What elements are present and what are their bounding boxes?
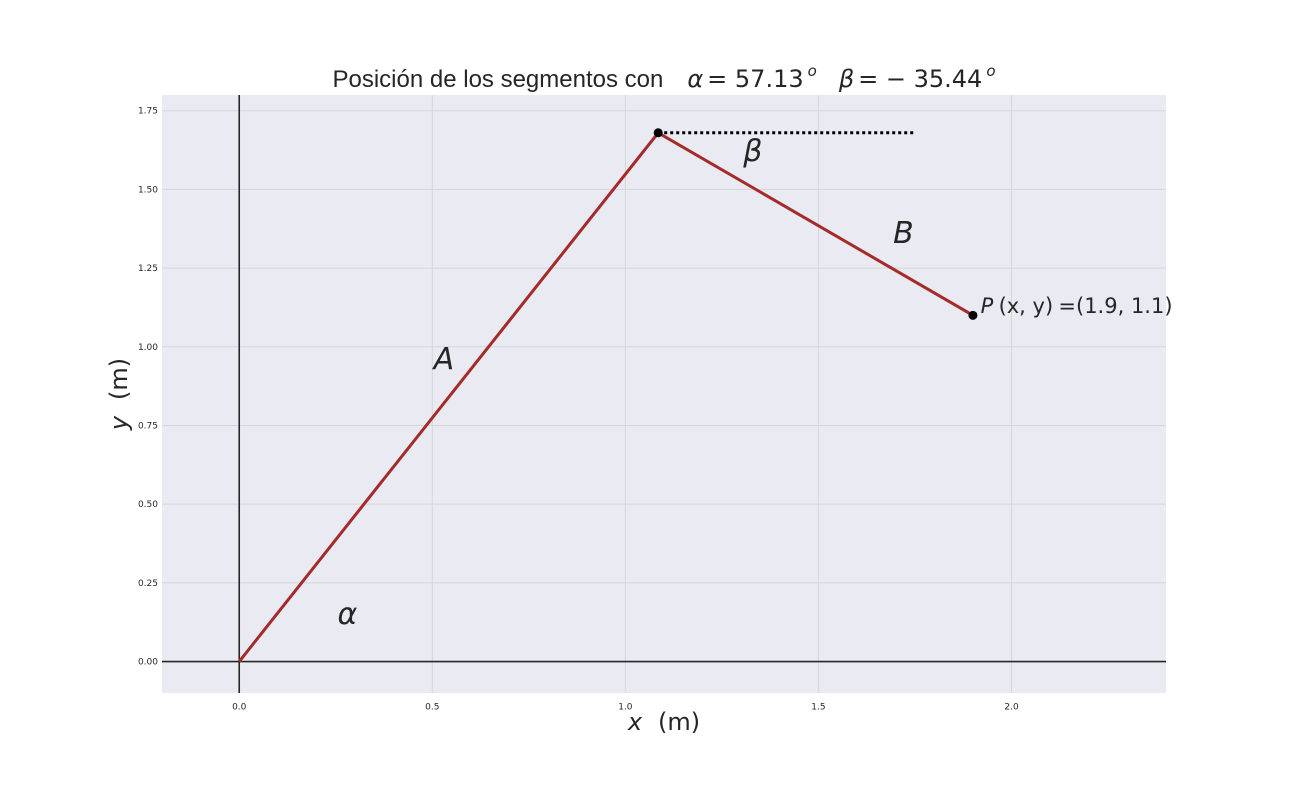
- annotation-A: A: [432, 342, 455, 377]
- x-tick-label: 1.0: [618, 703, 633, 713]
- title-beta-value: = − 35.44: [858, 65, 982, 93]
- x-tick-label: 1.5: [811, 703, 825, 713]
- y-axis-label-var: y: [105, 415, 133, 431]
- title-alpha-symbol: α: [687, 65, 703, 93]
- annotation-β: β: [742, 134, 762, 169]
- y-tick-label: 0.25: [138, 579, 158, 589]
- annotation-B: B: [893, 216, 914, 251]
- y-tick-label: 0.00: [138, 658, 158, 668]
- title-beta-symbol: β: [838, 65, 854, 93]
- x-tick-label: 0.0: [232, 703, 247, 713]
- x-tick-labels: 0.0 0.5 1.0 1.5 2.0: [232, 703, 1019, 713]
- y-axis-label-unit: (m): [105, 358, 133, 400]
- y-tick-label: 1.50: [138, 185, 158, 195]
- chart-title: Posición de los segmentos con α = 57.13 …: [332, 62, 995, 93]
- annotation-α: α: [337, 597, 357, 632]
- title-beta-degree: o: [986, 62, 995, 80]
- plot-background: [162, 95, 1166, 693]
- x-axis-label-unit: (m): [658, 708, 700, 736]
- title-alpha-value: = 57.13: [707, 65, 803, 93]
- x-axis-label-var: x: [627, 708, 643, 736]
- joints-layer: [653, 128, 978, 320]
- y-axis-label: y (m): [105, 358, 133, 431]
- y-tick-label: 1.00: [138, 343, 158, 353]
- joint-point-0: [653, 128, 663, 138]
- x-tick-label: 0.5: [425, 703, 439, 713]
- y-tick-label: 1.25: [138, 264, 158, 274]
- annotations: A Bα β: [337, 134, 913, 632]
- point-label-value: =(1.9, 1.1): [1058, 294, 1172, 318]
- x-axis-label: x (m): [627, 708, 700, 736]
- joint-point-1: [968, 310, 978, 320]
- title-alpha-degree: o: [808, 62, 817, 80]
- y-tick-label: 0.50: [138, 500, 158, 510]
- x-tick-label: 2.0: [1004, 703, 1019, 713]
- y-tick-label: 0.75: [138, 421, 158, 431]
- title-text: Posición de los segmentos con: [332, 66, 663, 93]
- point-label-args: (x, y): [999, 294, 1054, 318]
- point-label: P (x, y) =(1.9, 1.1): [981, 294, 1173, 318]
- axis-lines: [162, 95, 1166, 693]
- point-label-name: P: [981, 294, 994, 318]
- y-tick-labels: 0.00 0.25 0.50 0.75 1.00 1.25 1.50 1.75: [138, 107, 158, 668]
- y-tick-label: 1.75: [138, 107, 158, 117]
